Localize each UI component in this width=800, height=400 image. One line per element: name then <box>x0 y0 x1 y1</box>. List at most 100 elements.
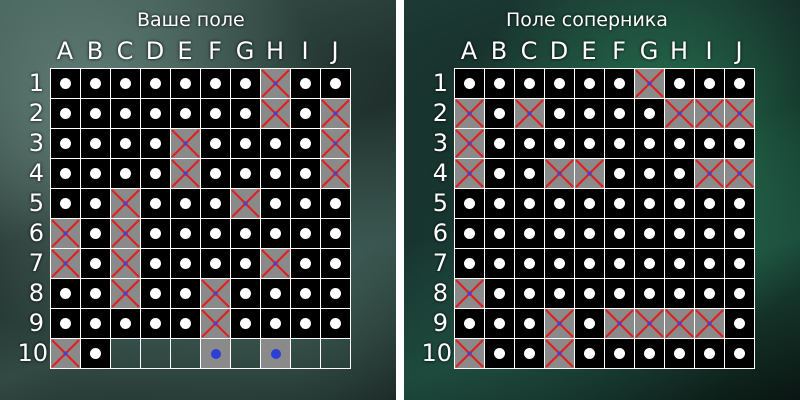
opponent-cell-g7[interactable] <box>635 249 665 279</box>
opponent-cell-f10[interactable] <box>605 339 635 369</box>
opponent-cell-j1[interactable] <box>725 69 755 99</box>
opponent-cell-j3[interactable] <box>725 129 755 159</box>
opponent-cell-d9[interactable] <box>545 309 575 339</box>
opponent-cell-g2[interactable] <box>635 99 665 129</box>
opponent-cell-e10[interactable] <box>575 339 605 369</box>
opponent-cell-i3[interactable] <box>695 129 725 159</box>
opponent-cell-c2[interactable] <box>515 99 545 129</box>
opponent-cell-d6[interactable] <box>545 219 575 249</box>
opponent-cell-d1[interactable] <box>545 69 575 99</box>
opponent-cell-i4[interactable] <box>695 159 725 189</box>
opponent-cell-b9[interactable] <box>485 309 515 339</box>
opponent-cell-a10[interactable] <box>455 339 485 369</box>
opponent-cell-h4[interactable] <box>665 159 695 189</box>
opponent-cell-e9[interactable] <box>575 309 605 339</box>
opponent-cell-d7[interactable] <box>545 249 575 279</box>
opponent-cell-i6[interactable] <box>695 219 725 249</box>
opponent-cell-h2[interactable] <box>665 99 695 129</box>
opponent-cell-j8[interactable] <box>725 279 755 309</box>
opponent-cell-f8[interactable] <box>605 279 635 309</box>
opponent-cell-b5[interactable] <box>485 189 515 219</box>
opponent-cell-h7[interactable] <box>665 249 695 279</box>
opponent-cell-e6[interactable] <box>575 219 605 249</box>
opponent-cell-g6[interactable] <box>635 219 665 249</box>
opponent-cell-h3[interactable] <box>665 129 695 159</box>
opponent-cell-c1[interactable] <box>515 69 545 99</box>
opponent-cell-a1[interactable] <box>455 69 485 99</box>
opponent-cell-e1[interactable] <box>575 69 605 99</box>
opponent-cell-h1[interactable] <box>665 69 695 99</box>
opponent-cell-f4[interactable] <box>605 159 635 189</box>
opponent-cell-i10[interactable] <box>695 339 725 369</box>
opponent-cell-b6[interactable] <box>485 219 515 249</box>
opponent-cell-f2[interactable] <box>605 99 635 129</box>
opponent-cell-a3[interactable] <box>455 129 485 159</box>
opponent-cell-h6[interactable] <box>665 219 695 249</box>
opponent-grid[interactable] <box>454 68 755 369</box>
opponent-cell-j10[interactable] <box>725 339 755 369</box>
opponent-cell-d3[interactable] <box>545 129 575 159</box>
opponent-cell-j9[interactable] <box>725 309 755 339</box>
opponent-cell-b1[interactable] <box>485 69 515 99</box>
opponent-cell-c6[interactable] <box>515 219 545 249</box>
opponent-cell-i8[interactable] <box>695 279 725 309</box>
opponent-cell-i9[interactable] <box>695 309 725 339</box>
opponent-cell-f6[interactable] <box>605 219 635 249</box>
opponent-cell-h8[interactable] <box>665 279 695 309</box>
opponent-cell-c9[interactable] <box>515 309 545 339</box>
opponent-cell-e5[interactable] <box>575 189 605 219</box>
opponent-cell-f7[interactable] <box>605 249 635 279</box>
opponent-cell-j7[interactable] <box>725 249 755 279</box>
opponent-cell-d2[interactable] <box>545 99 575 129</box>
opponent-cell-e2[interactable] <box>575 99 605 129</box>
opponent-cell-h9[interactable] <box>665 309 695 339</box>
opponent-cell-e8[interactable] <box>575 279 605 309</box>
opponent-cell-f5[interactable] <box>605 189 635 219</box>
opponent-cell-g9[interactable] <box>635 309 665 339</box>
opponent-cell-j2[interactable] <box>725 99 755 129</box>
opponent-cell-d5[interactable] <box>545 189 575 219</box>
opponent-cell-g8[interactable] <box>635 279 665 309</box>
opponent-cell-h10[interactable] <box>665 339 695 369</box>
opponent-cell-i2[interactable] <box>695 99 725 129</box>
opponent-cell-c7[interactable] <box>515 249 545 279</box>
opponent-cell-b8[interactable] <box>485 279 515 309</box>
opponent-cell-e7[interactable] <box>575 249 605 279</box>
opponent-cell-h5[interactable] <box>665 189 695 219</box>
opponent-cell-g1[interactable] <box>635 69 665 99</box>
opponent-cell-a4[interactable] <box>455 159 485 189</box>
opponent-cell-j6[interactable] <box>725 219 755 249</box>
opponent-cell-g3[interactable] <box>635 129 665 159</box>
opponent-cell-a9[interactable] <box>455 309 485 339</box>
opponent-cell-b3[interactable] <box>485 129 515 159</box>
opponent-cell-a7[interactable] <box>455 249 485 279</box>
opponent-cell-d4[interactable] <box>545 159 575 189</box>
opponent-cell-f3[interactable] <box>605 129 635 159</box>
opponent-cell-g4[interactable] <box>635 159 665 189</box>
opponent-cell-c10[interactable] <box>515 339 545 369</box>
opponent-cell-f9[interactable] <box>605 309 635 339</box>
opponent-cell-i5[interactable] <box>695 189 725 219</box>
opponent-cell-a8[interactable] <box>455 279 485 309</box>
opponent-cell-f1[interactable] <box>605 69 635 99</box>
opponent-cell-c3[interactable] <box>515 129 545 159</box>
opponent-cell-j5[interactable] <box>725 189 755 219</box>
opponent-cell-a2[interactable] <box>455 99 485 129</box>
opponent-cell-g5[interactable] <box>635 189 665 219</box>
opponent-cell-j4[interactable] <box>725 159 755 189</box>
opponent-cell-d8[interactable] <box>545 279 575 309</box>
opponent-cell-i7[interactable] <box>695 249 725 279</box>
opponent-cell-b2[interactable] <box>485 99 515 129</box>
opponent-cell-e4[interactable] <box>575 159 605 189</box>
opponent-cell-b7[interactable] <box>485 249 515 279</box>
opponent-cell-d10[interactable] <box>545 339 575 369</box>
opponent-cell-i1[interactable] <box>695 69 725 99</box>
opponent-cell-b4[interactable] <box>485 159 515 189</box>
opponent-cell-a5[interactable] <box>455 189 485 219</box>
opponent-cell-a6[interactable] <box>455 219 485 249</box>
opponent-cell-b10[interactable] <box>485 339 515 369</box>
opponent-cell-g10[interactable] <box>635 339 665 369</box>
opponent-cell-e3[interactable] <box>575 129 605 159</box>
opponent-cell-c8[interactable] <box>515 279 545 309</box>
opponent-cell-c5[interactable] <box>515 189 545 219</box>
